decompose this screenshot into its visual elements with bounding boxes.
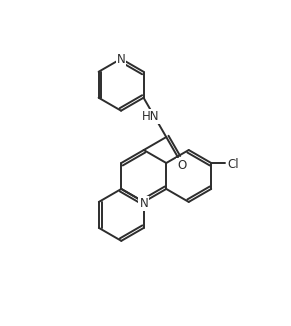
Text: N: N [117, 53, 125, 66]
Text: HN: HN [142, 110, 159, 123]
Text: Cl: Cl [227, 158, 239, 171]
Text: N: N [139, 197, 148, 210]
Text: O: O [177, 158, 186, 171]
